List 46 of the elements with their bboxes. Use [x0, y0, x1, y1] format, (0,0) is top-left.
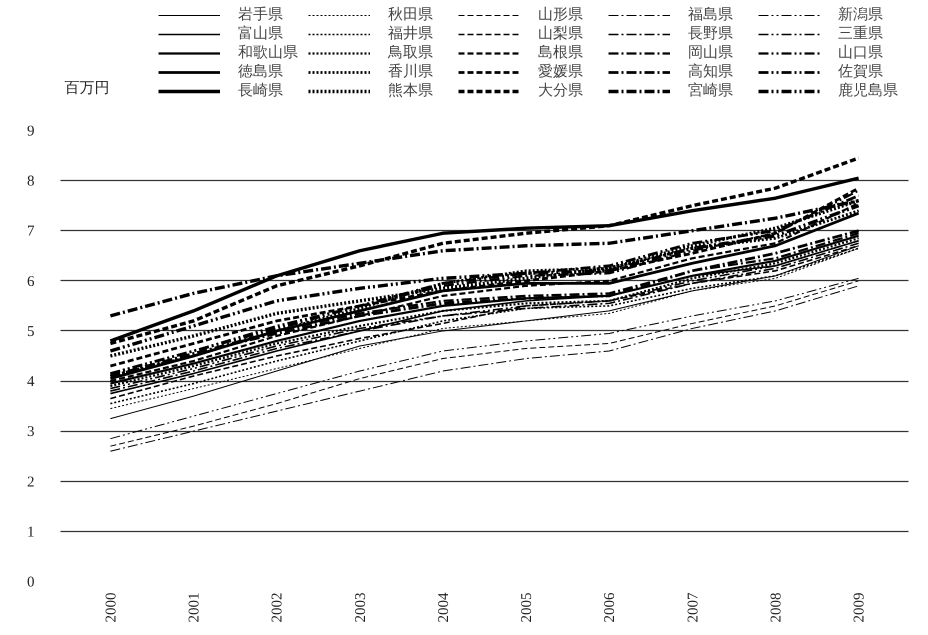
- legend-label: 富山県: [238, 24, 284, 43]
- legend-label: 宮崎県: [688, 81, 734, 100]
- legend-label: 佐賀県: [838, 63, 884, 81]
- legend-label: 山口県: [838, 44, 884, 62]
- x-tick-label: 2001: [186, 592, 203, 622]
- x-tick-label: 2005: [519, 592, 536, 622]
- legend-label: 大分県: [538, 82, 584, 100]
- y-tick-label: 2: [27, 474, 34, 490]
- legend-label: 和歌山県: [238, 44, 299, 62]
- y-tick-label: 9: [27, 124, 34, 140]
- y-tick-label: 5: [27, 324, 34, 340]
- x-tick-label: 2000: [103, 592, 120, 622]
- legend-label: 香川県: [388, 62, 434, 81]
- legend-label: 愛媛県: [538, 62, 584, 81]
- legend-label: 岡山県: [688, 44, 734, 62]
- legend-label: 三重県: [838, 24, 884, 43]
- legend-label: 高知県: [688, 62, 734, 81]
- y-tick-label: 7: [27, 224, 35, 240]
- legend-label: 山梨県: [538, 24, 584, 43]
- legend-label: 鳥取県: [388, 44, 434, 62]
- y-axis-title: 百万円: [64, 80, 110, 96]
- y-tick-label: 4: [27, 374, 35, 390]
- legend-label: 福井県: [388, 24, 434, 43]
- x-tick-label: 2006: [602, 592, 618, 622]
- legend-label: 鹿児島県: [838, 82, 899, 100]
- x-tick-label: 2007: [685, 592, 702, 622]
- legend-label: 岩手県: [238, 6, 284, 24]
- y-tick-label: 3: [27, 424, 34, 440]
- legend-label: 長崎県: [238, 82, 284, 100]
- legend-label: 山形県: [538, 6, 584, 24]
- x-tick-label: 2003: [352, 592, 369, 622]
- y-tick-label: 8: [27, 174, 34, 190]
- legend-label: 長野県: [688, 25, 734, 43]
- x-tick-label: 2004: [436, 592, 452, 622]
- x-tick-label: 2009: [852, 592, 868, 622]
- legend-label: 新潟県: [838, 6, 884, 24]
- legend-label: 島根県: [538, 44, 584, 62]
- legend-label: 秋田県: [388, 6, 434, 24]
- x-tick-label: 2008: [768, 592, 784, 622]
- y-tick-label: 0: [27, 574, 34, 590]
- legend-label: 熊本県: [388, 82, 434, 100]
- x-tick-label: 2002: [270, 592, 286, 622]
- y-tick-label: 1: [27, 524, 34, 540]
- legend-label: 福島県: [688, 6, 734, 24]
- legend-label: 徳島県: [238, 62, 284, 81]
- y-tick-label: 6: [27, 274, 35, 290]
